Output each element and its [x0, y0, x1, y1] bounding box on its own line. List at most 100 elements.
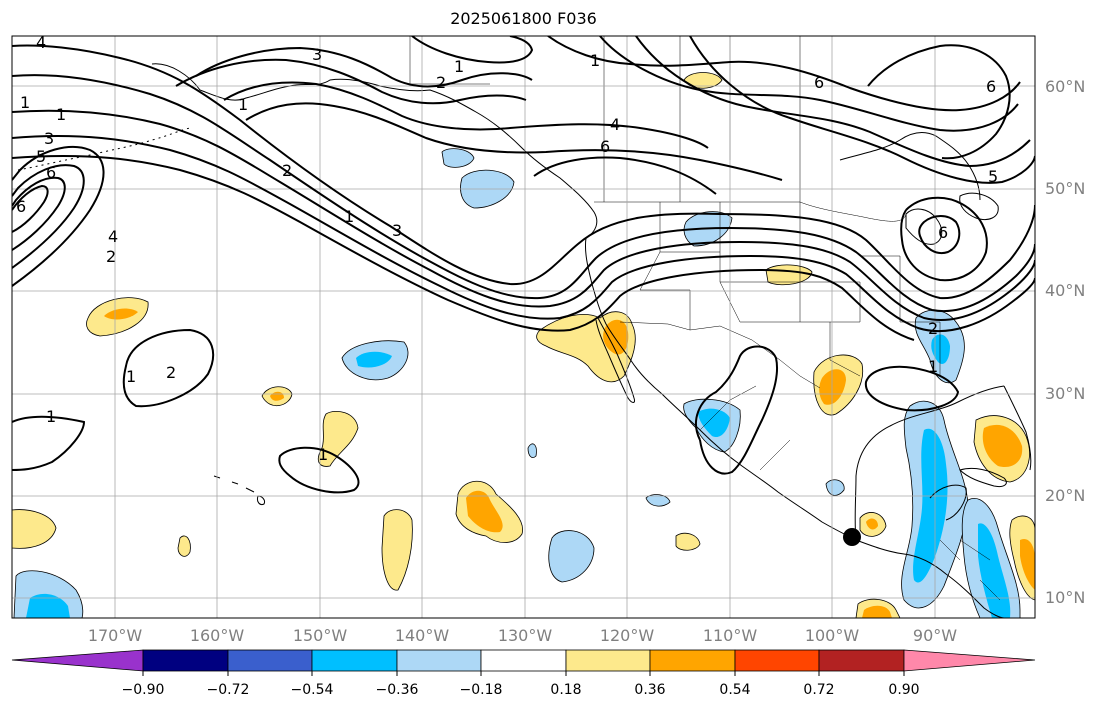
contour-line [12, 44, 1035, 300]
contour-line [547, 36, 1021, 112]
contour-label: 6 [16, 197, 26, 216]
contour-line [635, 36, 1031, 168]
positive-core [104, 308, 138, 320]
contour-line [12, 109, 1035, 321]
colorbar-tick-label: 0.36 [634, 682, 666, 698]
contour-line [867, 44, 1011, 160]
contour-label: 2 [166, 363, 176, 382]
contour-line [599, 36, 1019, 132]
coastline-gulf [854, 385, 1005, 541]
colorbar-tick-label: −0.90 [121, 682, 165, 698]
colorbar-segment [818, 649, 905, 672]
lon-label: 140°W [394, 626, 450, 645]
negative-core [698, 408, 730, 438]
contour-line [695, 345, 778, 475]
contour-line [12, 134, 1035, 333]
colorbar-segment [649, 649, 736, 672]
contour-line [411, 36, 534, 64]
contour-label: 1 [454, 57, 464, 76]
contour-label: 5 [36, 147, 46, 166]
negative-area [645, 494, 671, 507]
island-hawaii [213, 475, 265, 505]
lon-label: 170°W [87, 626, 143, 645]
coastline-great-lakes [959, 192, 999, 220]
colorbar-tick-label: −0.18 [459, 682, 503, 698]
contour-line [533, 156, 717, 195]
contour-label: 2 [282, 161, 292, 180]
coastline-hudson [839, 132, 981, 201]
contour-line [195, 46, 533, 88]
contour-label: 3 [312, 45, 322, 64]
contour-label: 6 [814, 73, 824, 92]
positive-area [675, 532, 701, 551]
negative-area [527, 443, 537, 458]
colorbar-segment [227, 649, 313, 672]
contour-line [122, 328, 215, 408]
contour-label: 3 [44, 129, 54, 148]
colorbar-extend-min [11, 649, 144, 672]
colorbar-tick-label: 0.54 [719, 682, 751, 698]
contour-line [918, 215, 961, 254]
contour-label: 1 [20, 93, 30, 112]
lon-label: 160°W [189, 626, 245, 645]
colorbar [11, 649, 1036, 676]
contour-label: 4 [108, 227, 118, 246]
colorbar-segment [396, 649, 482, 672]
colorbar-segment [311, 649, 398, 672]
coastline-aleutians [17, 127, 191, 171]
colorbar-segment [565, 649, 651, 672]
contour-line [12, 176, 66, 251]
coastline-alaska [151, 63, 598, 239]
border-central-america [939, 539, 1001, 601]
contour-line [689, 36, 1035, 184]
negative-area [548, 530, 595, 583]
contour-label: 2 [106, 247, 116, 266]
contour-line [223, 81, 709, 149]
location-marker [843, 528, 861, 546]
contour-label: 4 [610, 115, 620, 134]
shaded-anomalies [12, 72, 1035, 618]
positive-core [819, 369, 846, 405]
coastlines [17, 63, 1032, 618]
colorbar-tick-label: −0.54 [290, 682, 334, 698]
contour-line [12, 145, 105, 287]
negative-area [441, 148, 475, 168]
map-frame [11, 35, 1036, 619]
contour-line [900, 196, 988, 282]
colorbar-tick-label: 0.90 [888, 682, 920, 698]
coastline-florida [1003, 385, 1032, 471]
contour-label: 6 [600, 137, 610, 156]
colorbar-extend-max [903, 649, 1036, 672]
coastline-baja [595, 317, 635, 403]
coastline-west-us [585, 237, 857, 541]
contour-label: 5 [988, 167, 998, 186]
negative-core [913, 428, 948, 583]
border-canada-province [603, 36, 801, 202]
contour-label: 2 [928, 319, 938, 338]
border-us-canada [594, 201, 907, 222]
positive-core [1020, 538, 1035, 590]
island-cuba [959, 467, 1007, 487]
map-title: 2025061800 F036 [450, 9, 597, 28]
contour-label: 2 [436, 73, 446, 92]
positive-core [466, 490, 503, 533]
contour-label: 1 [344, 207, 354, 226]
colorbar-tick-label: 0.72 [803, 682, 835, 698]
positive-core [982, 424, 1023, 468]
contour-line [12, 154, 915, 341]
lon-label: 110°W [702, 626, 758, 645]
positive-area [177, 535, 191, 557]
negative-core [26, 593, 70, 618]
coastline-central-america [855, 539, 1005, 618]
political-borders [409, 36, 1001, 601]
contour-label: 1 [928, 357, 938, 376]
lon-label: 100°W [804, 626, 860, 645]
lat-label: 10°N [1045, 588, 1086, 607]
contour-label: 1 [590, 51, 600, 70]
contour-label: 1 [238, 95, 248, 114]
positive-core [862, 605, 892, 618]
positive-core [603, 319, 629, 355]
contour-label: 6 [986, 77, 996, 96]
lon-label: 90°W [912, 626, 958, 645]
positive-area [12, 509, 57, 549]
